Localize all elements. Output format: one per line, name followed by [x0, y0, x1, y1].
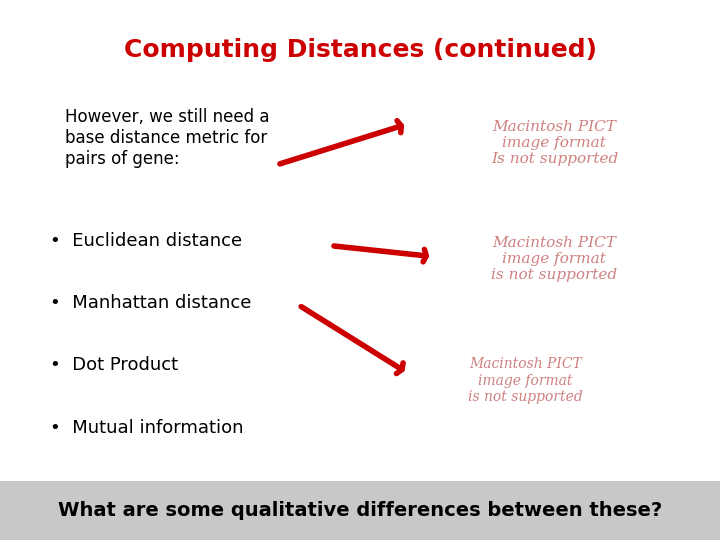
Text: Computing Distances (continued): Computing Distances (continued): [124, 38, 596, 62]
Text: Macintosh PICT
image format
Is not supported: Macintosh PICT image format Is not suppo…: [491, 120, 618, 166]
Bar: [0, 481, 720, 540]
Text: •  Manhattan distance: • Manhattan distance: [50, 294, 252, 312]
Text: •  Euclidean distance: • Euclidean distance: [50, 232, 243, 250]
Text: •  Mutual information: • Mutual information: [50, 418, 244, 436]
Text: •  Dot Product: • Dot Product: [50, 356, 179, 374]
Text: Macintosh PICT
image format
is not supported: Macintosh PICT image format is not suppo…: [468, 357, 583, 404]
Text: However, we still need a
base distance metric for
pairs of gene:: However, we still need a base distance m…: [65, 108, 269, 167]
Text: Macintosh PICT
image format
is not supported: Macintosh PICT image format is not suppo…: [491, 236, 618, 282]
Text: What are some qualitative differences between these?: What are some qualitative differences be…: [58, 501, 662, 520]
